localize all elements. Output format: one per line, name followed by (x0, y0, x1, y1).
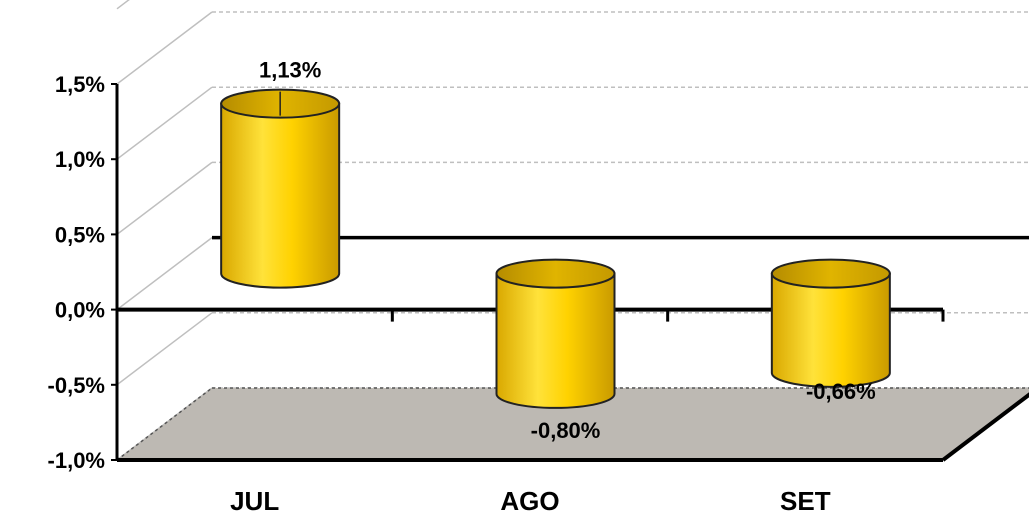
chart-floor (117, 388, 1029, 460)
data-label: -0,80% (531, 418, 601, 443)
bars-layer (115, 88, 945, 409)
bar-body (770, 272, 891, 388)
side-wall-line (116, 11, 213, 85)
side-wall-line (116, 86, 213, 160)
floor-side-edge (116, 387, 213, 461)
x-tick-label: AGO (500, 486, 559, 516)
bar (220, 88, 341, 289)
floor-layer (116, 387, 1029, 462)
bar (770, 258, 891, 388)
y-tick-label: 1,0% (55, 147, 105, 172)
side-wall-line (116, 312, 213, 386)
side-wall-line (116, 237, 213, 311)
bar (495, 258, 616, 409)
bar-body (220, 102, 341, 289)
side-wall-line (116, 161, 213, 235)
bar-body (495, 272, 616, 409)
x-tick-label: JUL (230, 486, 279, 516)
data-label: 1,13% (259, 58, 321, 83)
y-tick-label: 0,5% (55, 222, 105, 247)
data-label: -0,66% (806, 379, 876, 404)
bar-cap (770, 258, 891, 289)
floor-right-edge (941, 392, 1029, 462)
y-tick-label: -0,5% (48, 373, 105, 398)
x-tick-label: SET (780, 486, 831, 516)
y-tick-label: -1,0% (48, 448, 105, 473)
side-wall-line (116, 0, 130, 10)
bar-cap (495, 258, 616, 289)
y-tick-label: 1,5% (55, 72, 105, 97)
labels-layer: 1,5% 1,0% 0,5% 0,0% -0,5% -1,0% JUL 1,13% AGO -0,… (48, 58, 876, 516)
y-tick-label: 0,0% (55, 298, 105, 323)
axis-layer (111, 83, 1029, 461)
